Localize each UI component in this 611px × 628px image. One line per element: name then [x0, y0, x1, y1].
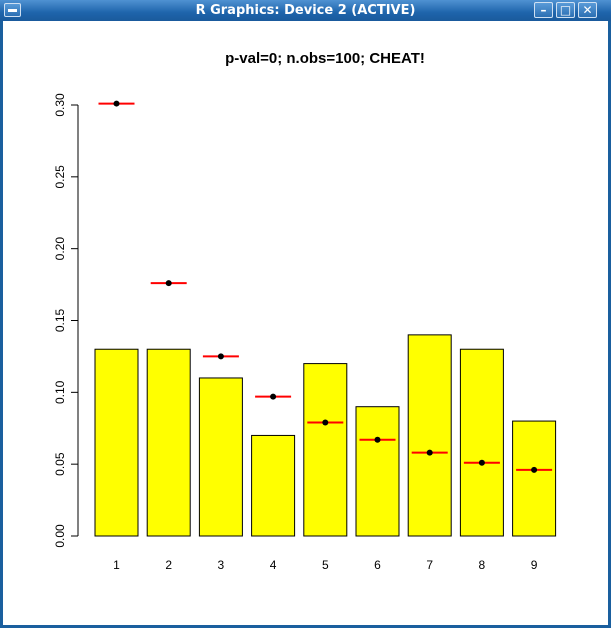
expected-marker-group [98, 100, 553, 473]
y-tick-label: 0.15 [53, 308, 67, 332]
expected-point-7 [426, 449, 433, 456]
x-tick-label-5: 5 [322, 558, 329, 572]
close-icon[interactable]: ✕ [578, 2, 597, 18]
y-tick-label: 0.00 [53, 524, 67, 548]
title-bar[interactable]: R Graphics: Device 2 (ACTIVE) – □ ✕ [0, 0, 611, 21]
y-tick-label: 0.10 [53, 380, 67, 404]
expected-point-6 [374, 436, 381, 443]
expected-point-9 [531, 466, 538, 473]
x-tick-label-8: 8 [479, 558, 486, 572]
x-tick-label-1: 1 [113, 558, 120, 572]
bar-7 [407, 334, 452, 537]
plot-canvas: p-val=0; n.obs=100; CHEAT! 0.000.050.100… [53, 50, 557, 572]
y-tick-label: 0.30 [53, 93, 67, 117]
bar-1 [94, 348, 139, 537]
bar-group [94, 334, 557, 537]
expected-point-3 [217, 353, 224, 360]
x-tick-label-6: 6 [374, 558, 381, 572]
bar-4 [251, 434, 296, 537]
expected-point-4 [270, 393, 277, 400]
x-tick-label-3: 3 [218, 558, 225, 572]
bar-3 [198, 377, 243, 537]
y-tick-label: 0.25 [53, 165, 67, 189]
x-tick-label-2: 2 [165, 558, 172, 572]
bar-2 [146, 348, 191, 537]
y-axis: 0.00 0.05 0.10 0.15 0.20 0.25 0.30 [53, 93, 79, 548]
x-tick-label-4: 4 [270, 558, 277, 572]
maximize-icon[interactable]: □ [556, 2, 575, 18]
x-tick-label-7: 7 [426, 558, 433, 572]
x-tick-labels: 1 2 3 4 5 6 7 8 9 [113, 558, 538, 572]
bar-6 [355, 406, 400, 537]
minimize-icon[interactable]: – [534, 2, 553, 18]
expected-point-1 [113, 100, 120, 107]
y-tick-label: 0.05 [53, 452, 67, 476]
bar-5 [303, 363, 348, 537]
x-tick-label-9: 9 [531, 558, 538, 572]
expected-point-5 [322, 419, 329, 426]
chart-title: p-val=0; n.obs=100; CHEAT! [225, 50, 425, 67]
window-menu-icon[interactable] [4, 3, 21, 17]
expected-point-2 [165, 280, 172, 287]
window-title: R Graphics: Device 2 (ACTIVE) [195, 3, 416, 18]
y-tick-label: 0.20 [53, 237, 67, 261]
bar-8 [459, 348, 504, 537]
bar-9 [512, 420, 557, 537]
expected-point-8 [478, 459, 485, 466]
